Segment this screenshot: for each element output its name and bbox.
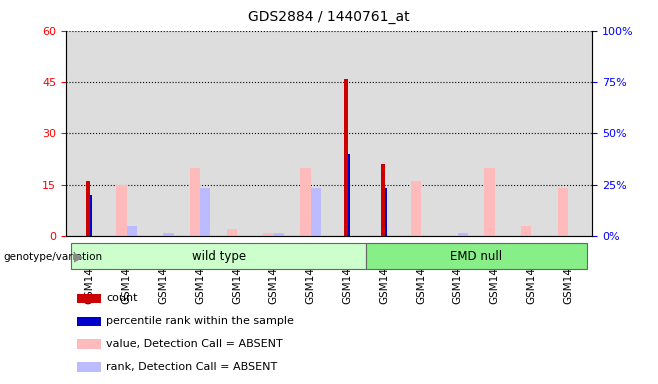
Bar: [300, 168, 311, 236]
Bar: [263, 233, 274, 236]
Bar: [458, 233, 468, 236]
Bar: [226, 229, 237, 236]
Bar: [190, 168, 200, 236]
Bar: [366, 243, 587, 269]
Bar: [126, 226, 137, 236]
Bar: [71, 243, 366, 269]
Text: GDS2884 / 1440761_at: GDS2884 / 1440761_at: [248, 10, 410, 23]
Bar: [116, 185, 126, 236]
Text: value, Detection Call = ABSENT: value, Detection Call = ABSENT: [106, 339, 283, 349]
Bar: [484, 168, 495, 236]
Bar: [274, 233, 284, 236]
Bar: [78, 316, 101, 326]
Text: genotype/variation: genotype/variation: [3, 252, 103, 262]
Bar: [411, 181, 421, 236]
Text: rank, Detection Call = ABSENT: rank, Detection Call = ABSENT: [106, 362, 277, 372]
Text: EMD null: EMD null: [450, 250, 502, 263]
Bar: [86, 181, 90, 236]
Text: wild type: wild type: [191, 250, 245, 263]
Bar: [385, 188, 387, 236]
Bar: [558, 188, 569, 236]
Bar: [78, 362, 101, 372]
Bar: [311, 188, 321, 236]
Text: count: count: [106, 293, 138, 303]
Bar: [348, 154, 350, 236]
Bar: [200, 188, 211, 236]
Text: ▶: ▶: [74, 250, 84, 263]
Bar: [163, 233, 174, 236]
Bar: [381, 164, 385, 236]
Bar: [78, 294, 101, 303]
Bar: [344, 79, 348, 236]
Text: percentile rank within the sample: percentile rank within the sample: [106, 316, 294, 326]
Bar: [521, 226, 532, 236]
Bar: [90, 195, 92, 236]
Bar: [78, 339, 101, 349]
